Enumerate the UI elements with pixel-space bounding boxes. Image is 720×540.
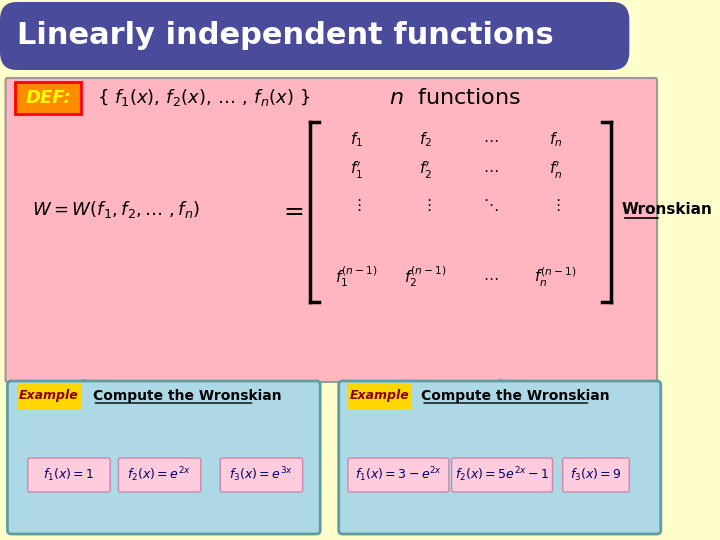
Text: Example: Example — [350, 389, 409, 402]
Text: $f_2$: $f_2$ — [419, 131, 432, 150]
FancyBboxPatch shape — [338, 381, 661, 534]
Text: $f_1(x) = 1$: $f_1(x) = 1$ — [42, 467, 94, 483]
Text: $f_3(x) = 9$: $f_3(x) = 9$ — [570, 467, 622, 483]
Text: $\ddots$: $\ddots$ — [483, 197, 498, 213]
FancyBboxPatch shape — [220, 458, 302, 492]
Text: $f_2(x) = 5e^{2x} - 1$: $f_2(x) = 5e^{2x} - 1$ — [455, 465, 549, 484]
Text: $\cdots$: $\cdots$ — [483, 132, 498, 147]
Text: Linearly independent functions: Linearly independent functions — [17, 22, 554, 51]
Text: $f_1^{\prime}$: $f_1^{\prime}$ — [350, 159, 363, 180]
FancyBboxPatch shape — [0, 2, 629, 70]
Text: $\vdots$: $\vdots$ — [420, 197, 431, 213]
Text: $\cdots$: $\cdots$ — [483, 269, 498, 285]
FancyBboxPatch shape — [17, 383, 81, 409]
FancyBboxPatch shape — [348, 383, 412, 409]
Text: $\vdots$: $\vdots$ — [550, 197, 560, 213]
Text: $f_2^{(n-1)}$: $f_2^{(n-1)}$ — [405, 265, 447, 289]
Text: $f_1$: $f_1$ — [350, 131, 363, 150]
Text: $n$  functions: $n$ functions — [389, 88, 521, 108]
Text: $\cdots$: $\cdots$ — [483, 163, 498, 178]
Text: $\vdots$: $\vdots$ — [351, 197, 361, 213]
Text: $f_1(x) = 3 - e^{2x}$: $f_1(x) = 3 - e^{2x}$ — [355, 465, 442, 484]
Text: $f_n^{\prime}$: $f_n^{\prime}$ — [549, 159, 562, 180]
Text: Wronskian: Wronskian — [622, 202, 713, 218]
Text: $f_2(x) = e^{2x}$: $f_2(x) = e^{2x}$ — [127, 465, 191, 484]
Text: DEF:: DEF: — [25, 89, 71, 107]
Text: $W = W(f_1, f_2, \ldots\ , f_n)$: $W = W(f_1, f_2, \ldots\ , f_n)$ — [32, 199, 201, 220]
Text: $\{\ f_1(x),\, f_2(x),\, \ldots\ ,\, f_n(x)\ \}$: $\{\ f_1(x),\, f_2(x),\, \ldots\ ,\, f_n… — [97, 87, 310, 109]
Text: Compute the Wronskian: Compute the Wronskian — [93, 389, 282, 403]
FancyBboxPatch shape — [28, 458, 110, 492]
FancyBboxPatch shape — [119, 458, 201, 492]
Text: $=$: $=$ — [279, 198, 304, 222]
FancyBboxPatch shape — [451, 458, 552, 492]
Text: Compute the Wronskian: Compute the Wronskian — [421, 389, 610, 403]
Text: Example: Example — [18, 389, 78, 402]
Text: $f_2^{\prime}$: $f_2^{\prime}$ — [419, 159, 432, 180]
FancyBboxPatch shape — [562, 458, 629, 492]
FancyBboxPatch shape — [348, 458, 449, 492]
Text: $f_n$: $f_n$ — [549, 131, 562, 150]
FancyBboxPatch shape — [6, 78, 657, 382]
Text: $f_1^{(n-1)}$: $f_1^{(n-1)}$ — [335, 265, 377, 289]
Text: $f_3(x) = e^{3x}$: $f_3(x) = e^{3x}$ — [229, 465, 293, 484]
FancyBboxPatch shape — [7, 381, 320, 534]
Text: $f_n^{(n-1)}$: $f_n^{(n-1)}$ — [534, 265, 577, 288]
FancyBboxPatch shape — [15, 82, 81, 114]
